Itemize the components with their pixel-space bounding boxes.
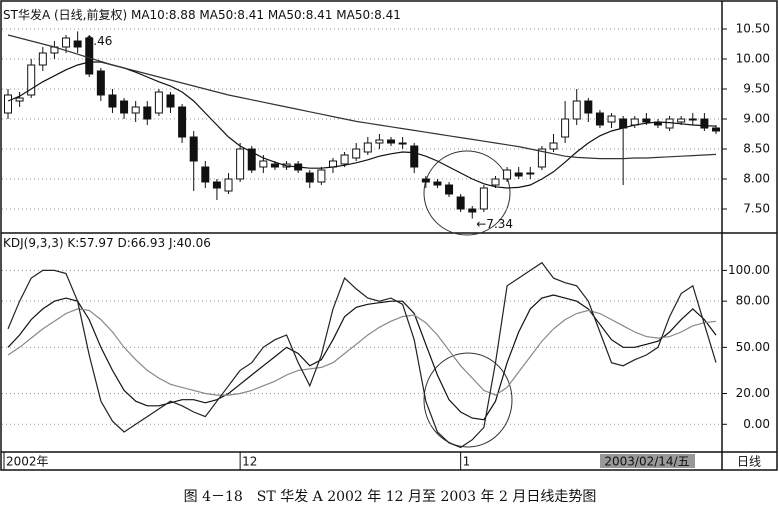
panel-header: KDJ(9,3,3) K:57.97 D:66.93 J:40.06 [3, 236, 211, 250]
candle-body [131, 106, 140, 114]
candle-body [688, 118, 697, 121]
y-tick-label: 50.00 [736, 340, 770, 354]
candle-body [212, 181, 221, 189]
x-tick-label: 12 [242, 455, 257, 469]
panel-title: ST华发A (日线,前复权) [3, 7, 127, 22]
legend-entry: MA10:8.88 [131, 8, 196, 22]
candle-body [433, 181, 442, 186]
y-tick-label: 100.00 [728, 263, 770, 277]
candle-body [479, 187, 488, 210]
candle-body [85, 37, 94, 75]
y-tick-label: 9.50 [743, 82, 770, 96]
candle-body [445, 184, 454, 195]
candle-body [700, 118, 709, 129]
y-tick-label: 9.00 [743, 112, 770, 126]
candle-body [537, 148, 546, 168]
panel-header: ST华发A (日线,前复权) MA10:8.88 MA50:8.41 MA50:… [3, 7, 401, 22]
candle-body [421, 178, 430, 183]
candle-body [549, 142, 558, 150]
cursor-date-box [600, 454, 695, 468]
candle-body [62, 37, 71, 48]
candle-body [607, 115, 616, 123]
candle-body [189, 136, 198, 162]
candle-body [712, 127, 720, 132]
candle-body [166, 94, 175, 108]
caption: 图 4－18 ST 华发 A 2002 年 12 月至 2003 年 2 月日线… [184, 489, 597, 505]
series-line [7, 294, 717, 421]
frame [0, 0, 778, 471]
candle-body [514, 172, 523, 177]
series-line [7, 61, 717, 189]
candle-body [259, 160, 268, 168]
panel-title: KDJ(9,3,3) [3, 236, 64, 250]
y-tick-label: 8.00 [743, 172, 770, 186]
candle-body [247, 148, 256, 171]
candle-body [236, 148, 245, 180]
legend-entry: MA50:8.41 [336, 8, 401, 22]
x-tick-label: 2002年 [6, 455, 49, 469]
annotation: ←7.34 [476, 217, 513, 231]
candle-body [572, 100, 581, 120]
series-line [7, 261, 717, 449]
y-tick-label: 7.50 [743, 202, 770, 216]
candle-body [398, 142, 407, 145]
y-tick-label: 80.00 [736, 294, 770, 308]
x-tick-label: 1 [463, 455, 471, 469]
candle-body [201, 166, 210, 183]
highlight-circle [423, 352, 513, 448]
candle-body [468, 208, 477, 213]
legend-entry: K:57.97 [67, 236, 113, 250]
legend-entry: D:66.93 [117, 236, 165, 250]
candle-body [108, 94, 117, 108]
candle-body [595, 112, 604, 126]
candle-body [503, 169, 512, 180]
candle-body [305, 172, 314, 183]
candle-body [619, 118, 628, 129]
candle-body [4, 94, 12, 114]
candle-body [642, 118, 651, 123]
series-line [7, 308, 717, 396]
candle-body [375, 139, 384, 144]
candle-body [584, 100, 593, 114]
candle-body [178, 106, 187, 138]
annotation: 0.46 [86, 34, 113, 48]
candle-body [410, 145, 419, 168]
y-tick-label: 10.00 [736, 52, 770, 66]
candle-body [352, 148, 361, 159]
candle-body [665, 118, 674, 129]
candle-body [224, 178, 233, 192]
candle-body [526, 172, 535, 175]
candle-body [15, 97, 24, 102]
candle-body [270, 163, 279, 168]
y-tick-label: 10.50 [736, 22, 770, 36]
candle-body [120, 100, 129, 114]
candle-body [96, 70, 105, 96]
highlight-circle [423, 150, 511, 236]
candle-body [561, 118, 570, 138]
candle-body [73, 40, 82, 48]
candle-body [387, 139, 396, 144]
candle-body [27, 64, 36, 96]
candle-body [143, 106, 152, 120]
candle-body [491, 178, 500, 186]
period: 日线 [737, 455, 761, 469]
candle-body [154, 91, 163, 114]
candle-body [677, 118, 686, 123]
candle-body [317, 169, 326, 183]
y-tick-label: 8.50 [743, 142, 770, 156]
series-line [7, 34, 717, 160]
legend-entry: MA50:8.41 [268, 8, 333, 22]
candle-body [363, 142, 372, 153]
candle-body [340, 154, 349, 165]
candle-body [456, 196, 465, 210]
cursor-date: 2003/02/14/五 [604, 455, 689, 469]
legend-entry: J:40.06 [168, 236, 211, 250]
y-tick-label: 0.00 [743, 417, 770, 431]
y-tick-label: 20.00 [736, 386, 770, 400]
candle-body [38, 52, 47, 66]
legend-entry: MA50:8.41 [199, 8, 264, 22]
